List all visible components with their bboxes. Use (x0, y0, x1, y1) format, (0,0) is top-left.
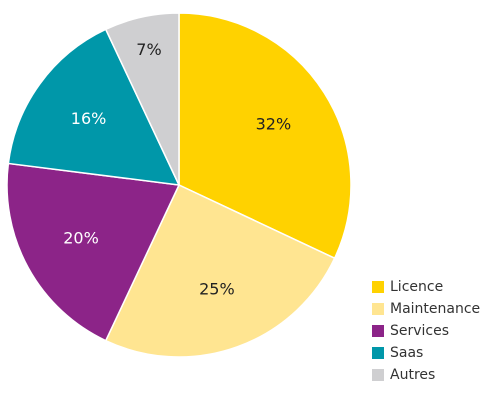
legend-swatch (372, 347, 384, 359)
legend-swatch (372, 325, 384, 337)
legend-swatch (372, 281, 384, 293)
legend-swatch (372, 369, 384, 381)
pie-slice (104, 184, 336, 358)
legend-label: Saas (390, 345, 423, 361)
legend-label: Maintenance (390, 301, 480, 317)
pie-slice (178, 12, 352, 260)
slice-label: 16% (71, 109, 107, 128)
slice-label: 7% (136, 40, 161, 59)
legend-label: Licence (390, 279, 443, 295)
legend-swatch (372, 303, 384, 315)
legend-label: Autres (390, 367, 435, 383)
pie-slice (7, 28, 181, 186)
pie-slice (6, 162, 181, 342)
slice-label: 32% (256, 115, 292, 134)
slice-label: 20% (63, 228, 99, 247)
slice-label: 25% (199, 280, 235, 299)
legend-label: Services (390, 323, 449, 339)
pie-slice (104, 12, 180, 186)
